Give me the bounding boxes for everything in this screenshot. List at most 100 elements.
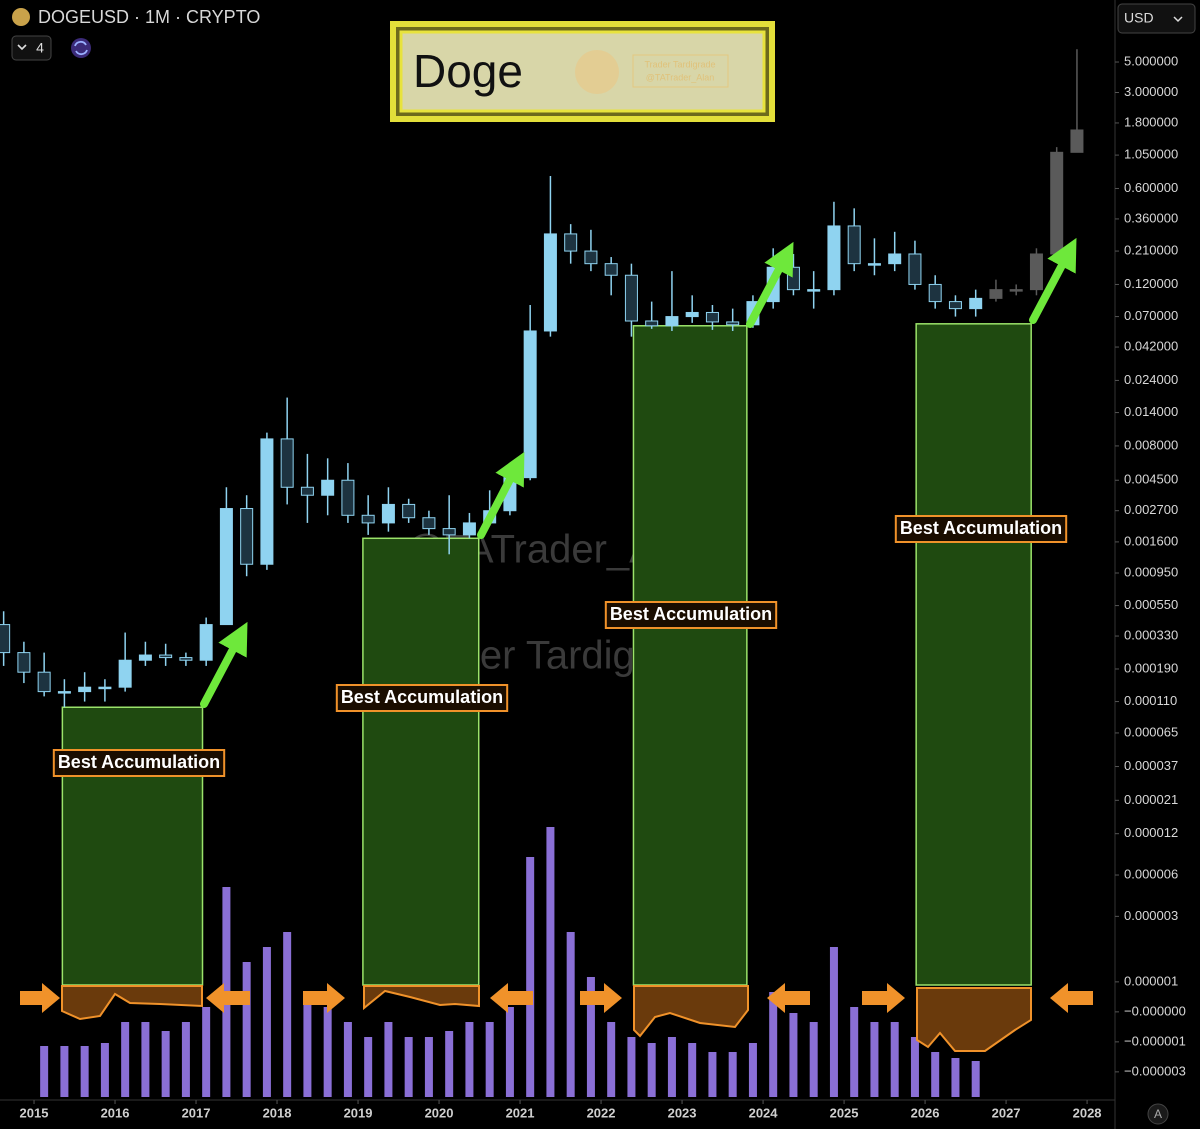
candle-body: [361, 514, 375, 524]
zone-label: Best Accumulation: [341, 687, 503, 707]
candle-body: [807, 289, 821, 292]
candle-body: [1029, 253, 1043, 291]
y-tick-label: 0.210000: [1124, 243, 1178, 258]
volume-bar: [343, 1022, 352, 1097]
volume-bar: [748, 1043, 757, 1097]
trend-arrow: [1029, 237, 1077, 324]
y-tick-label: 0.008000: [1124, 437, 1178, 452]
candle-body: [159, 654, 173, 659]
candle-body: [564, 233, 578, 252]
volume-bar: [809, 1022, 818, 1097]
logo-watermark: @TATrader_Alan: [646, 72, 715, 82]
volume-bar: [485, 1022, 494, 1097]
candle-body: [1009, 289, 1023, 292]
candle-body: [1050, 151, 1064, 255]
candle-body: [705, 311, 719, 323]
y-tick-label: 1.800000: [1124, 114, 1178, 129]
x-tick-label: 2024: [749, 1105, 779, 1120]
volume-bar: [708, 1052, 717, 1097]
indicator-toggle[interactable]: 4: [11, 35, 52, 61]
candle-body: [1070, 129, 1084, 153]
indicator-shapes: [61, 985, 1032, 1052]
x-tick-label: 2025: [830, 1105, 859, 1120]
x-tick-label: 2019: [344, 1105, 373, 1120]
volume-bar: [566, 932, 575, 1097]
y-tick-label: 0.000003: [1124, 908, 1178, 923]
y-tick-label: −0.000000: [1124, 1003, 1186, 1018]
indicator-button[interactable]: [11, 35, 52, 61]
candle-body: [240, 508, 254, 565]
volume-bar: [789, 1013, 798, 1097]
indicator-count: 4: [36, 40, 44, 56]
y-tick-label: 0.120000: [1124, 276, 1178, 291]
currency-selector[interactable]: USD: [1117, 3, 1196, 34]
orange-arrows: [20, 983, 1093, 1013]
logo: Doge Trader Tardigrade @TATrader_Alan: [390, 21, 775, 122]
volume-bar: [40, 1046, 49, 1097]
candle-body: [78, 686, 92, 693]
candle-body: [624, 274, 638, 322]
currency-button[interactable]: [1117, 3, 1196, 34]
candle-body: [442, 528, 456, 536]
y-tick-label: 0.024000: [1124, 372, 1178, 387]
indicator-shape: [61, 985, 203, 1021]
volume-bar: [951, 1058, 960, 1097]
indicator-arrow: [206, 983, 250, 1013]
candle-body: [786, 266, 800, 291]
candle-body: [118, 659, 132, 688]
volume-bar: [607, 1022, 616, 1097]
candle-body: [645, 320, 659, 327]
x-tick-label: 2026: [911, 1105, 940, 1120]
volume-bar: [688, 1043, 697, 1097]
volume-bar: [141, 1022, 150, 1097]
accumulation-zone: [632, 325, 748, 986]
volume-bar: [161, 1031, 170, 1097]
accumulation-zone: [915, 323, 1032, 986]
candle-body: [422, 517, 436, 530]
y-tick-label: 0.000330: [1124, 627, 1178, 642]
x-tick-label: 2022: [587, 1105, 616, 1120]
volume-bar: [971, 1061, 980, 1097]
volume-bar: [586, 977, 595, 1097]
volume-bar: [262, 947, 271, 1097]
trend-arrow: [200, 621, 248, 708]
accumulation-zone: [362, 537, 480, 986]
volume-bar: [850, 1007, 859, 1097]
y-tick-label: 0.000550: [1124, 597, 1178, 612]
candle-body: [523, 330, 537, 479]
auto-scale-button[interactable]: [1147, 1103, 1169, 1125]
volume-bar: [80, 1046, 89, 1097]
auto-scale-label: A: [1154, 1107, 1162, 1121]
candle-body: [543, 233, 557, 332]
candle-body: [888, 253, 902, 265]
indicator-arrow: [862, 983, 905, 1013]
y-tick-label: 0.014000: [1124, 404, 1178, 419]
auto-scale-toggle[interactable]: A: [1147, 1103, 1169, 1125]
y-tick-label: 0.000037: [1124, 758, 1178, 773]
logo-icon: [575, 50, 619, 94]
volume-bar: [283, 932, 292, 1097]
logo-watermark: Trader Tardigrade: [644, 59, 715, 69]
candle-body: [17, 652, 31, 673]
volume-bar: [910, 1037, 919, 1097]
volume-bar: [870, 1022, 879, 1097]
candle-body: [989, 289, 1003, 299]
x-tick-label: 2020: [425, 1105, 454, 1120]
volume-bar: [728, 1052, 737, 1097]
candle-body: [219, 508, 233, 626]
x-tick-label: 2015: [20, 1105, 49, 1120]
y-tick-label: 0.000190: [1124, 660, 1178, 675]
zone-label: Best Accumulation: [900, 518, 1062, 538]
volume-bar: [404, 1037, 413, 1097]
x-tick-label: 2023: [668, 1105, 697, 1120]
y-tick-label: 0.360000: [1124, 210, 1178, 225]
candle-body: [321, 479, 335, 496]
x-tick-label: 2028: [1073, 1105, 1102, 1120]
y-tick-label: 0.000006: [1124, 866, 1178, 881]
logo-text: Doge: [413, 45, 523, 97]
y-axis: 5.000000 3.000000 1.800000 1.050000 0.600000…: [1115, 53, 1186, 1078]
currency-label: USD: [1124, 10, 1154, 26]
candle-body: [827, 225, 841, 291]
y-tick-label: 0.000950: [1124, 564, 1178, 579]
